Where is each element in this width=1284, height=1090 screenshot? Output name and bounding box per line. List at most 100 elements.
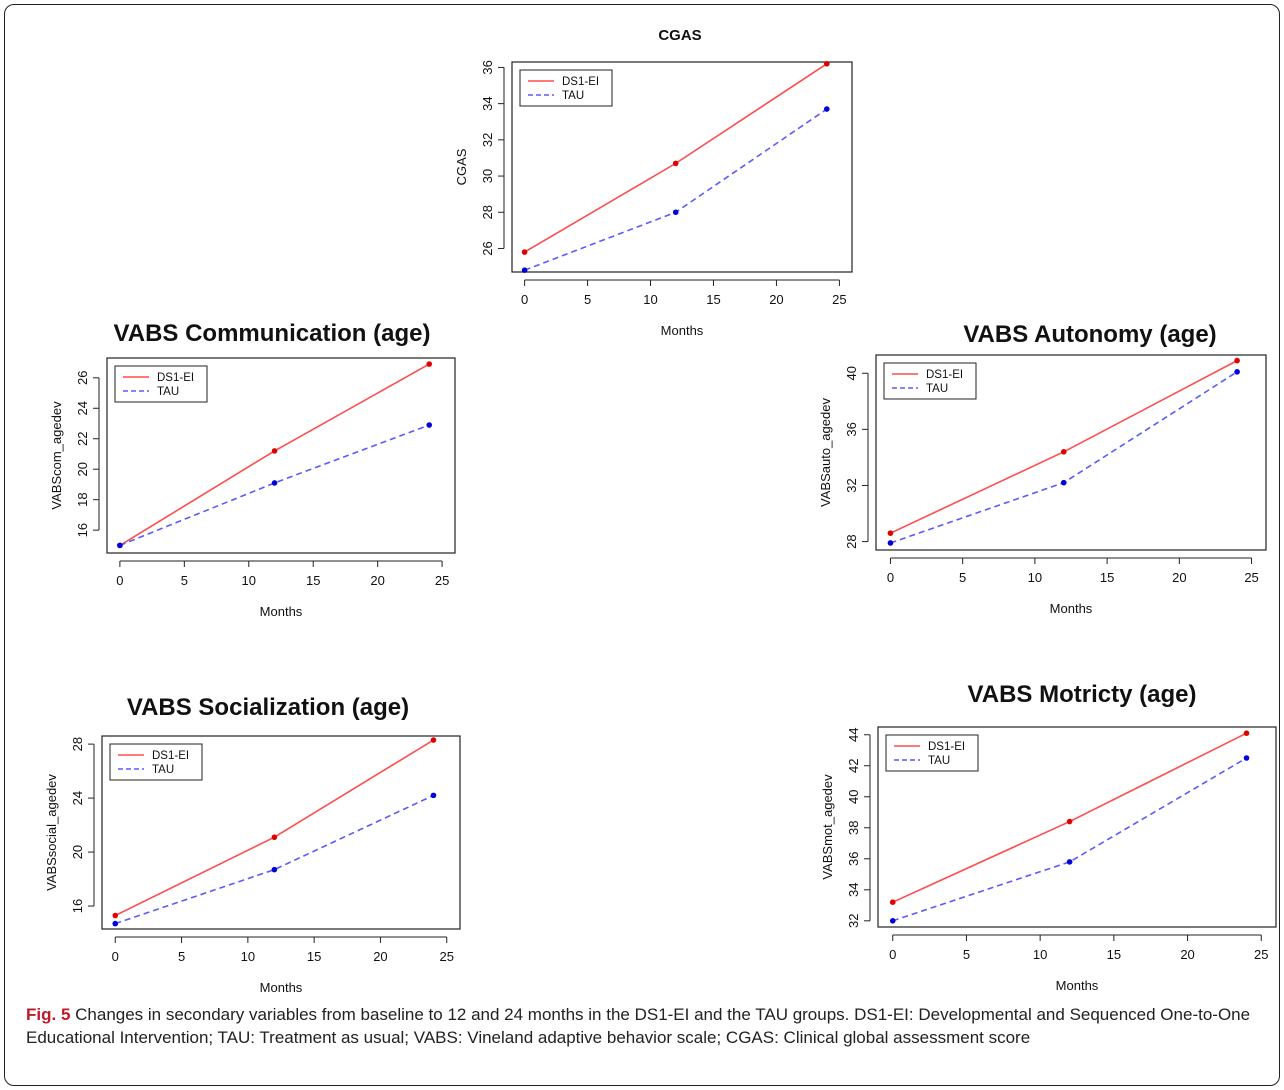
motricity-plot-frame	[877, 726, 1277, 928]
cgas-y-label: CGAS	[454, 148, 469, 185]
socialization-x-label: Months	[260, 980, 303, 995]
communication-plot-frame	[106, 357, 456, 554]
motricity-title: VABS Motricty (age)	[968, 681, 1197, 708]
cgas-point-ds1-ei	[521, 249, 528, 255]
autonomy-y-tick-label: 40	[844, 366, 859, 380]
socialization-y-tick-label: 20	[70, 845, 85, 859]
autonomy-y-tick-label: 32	[844, 478, 859, 492]
cgas-point-ds1-ei	[672, 160, 679, 167]
socialization-point-ds1-ei	[271, 834, 278, 841]
communication-x-tick-label: 5	[181, 573, 188, 588]
motricity-legend-label-ds1-ei: DS1-EI	[928, 741, 965, 753]
cgas-x-tick-label: 25	[832, 292, 846, 307]
motricity-point-ds1-ei	[889, 899, 896, 905]
figure-caption: Fig. 5 Changes in secondary variables fr…	[26, 1003, 1262, 1049]
communication-point-tau	[271, 480, 278, 486]
cgas-point-tau	[824, 106, 830, 112]
socialization-x-tick-label: 5	[178, 949, 185, 964]
communication-y-tick-label: 20	[75, 462, 90, 476]
autonomy-legend-box	[883, 362, 977, 400]
motricity-y-tick-label: 38	[846, 821, 861, 835]
cgas-y-tick-label: 34	[480, 96, 495, 110]
socialization-x-tick-label: 0	[112, 949, 119, 964]
cgas-x-tick-label: 0	[521, 292, 528, 307]
communication-x-tick-label: 10	[242, 573, 256, 588]
socialization-point-tau	[112, 920, 119, 927]
autonomy-point-ds1-ei	[887, 530, 894, 536]
socialization-legend-label-ds1-ei: DS1-EI	[152, 750, 189, 762]
motricity-x-tick-label: 25	[1254, 947, 1268, 962]
communication-y-tick-label: 16	[75, 523, 90, 537]
motricity-y-label: VABSmot_agedev	[820, 774, 835, 880]
communication-y-label: VABScom_agedev	[49, 401, 64, 510]
cgas-legend-label-tau: TAU	[562, 90, 584, 102]
cgas-point-tau	[521, 267, 528, 273]
autonomy-legend-label-ds1-ei: DS1-EI	[926, 369, 963, 381]
motricity-point-tau	[1243, 755, 1250, 761]
communication-point-ds1-ei	[271, 448, 278, 454]
motricity-x-tick-label: 5	[963, 947, 970, 962]
motricity-x-tick-label: 0	[889, 947, 896, 962]
communication-x-tick-label: 25	[435, 573, 449, 588]
socialization-y-tick-label: 28	[70, 737, 85, 751]
socialization-x-tick-label: 25	[440, 949, 454, 964]
motricity-legend-label-tau: TAU	[928, 755, 950, 767]
cgas-y-tick-label: 36	[480, 60, 495, 74]
figure-label: Fig. 5	[26, 1005, 71, 1024]
socialization-y-label: VABSsocial_agedev	[44, 774, 59, 891]
motricity-x-tick-label: 15	[1107, 947, 1121, 962]
communication-y-tick-label: 24	[75, 401, 90, 415]
communication-x-tick-label: 0	[116, 573, 123, 588]
cgas-plot-frame	[511, 61, 853, 273]
autonomy-point-tau	[1060, 479, 1067, 486]
cgas-legend-box	[519, 69, 613, 107]
communication-point-tau	[117, 542, 123, 549]
socialization-point-tau	[271, 866, 278, 873]
communication-point-ds1-ei	[426, 361, 433, 367]
autonomy-x-tick-label: 10	[1028, 570, 1042, 585]
socialization-point-ds1-ei	[112, 912, 119, 919]
motricity-point-tau	[1066, 859, 1073, 865]
autonomy-x-tick-label: 20	[1172, 570, 1186, 585]
autonomy-y-tick-label: 36	[844, 422, 859, 436]
autonomy-x-tick-label: 15	[1100, 570, 1114, 585]
socialization-x-tick-label: 20	[373, 949, 387, 964]
motricity-point-ds1-ei	[1243, 730, 1250, 737]
cgas-point-tau	[672, 209, 679, 216]
cgas-title: CGAS	[658, 27, 701, 44]
communication-legend-label-tau: TAU	[157, 386, 179, 398]
autonomy-point-tau	[1234, 369, 1240, 375]
motricity-y-tick-label: 42	[846, 759, 861, 773]
cgas-x-tick-label: 20	[769, 292, 783, 307]
communication-legend-label-ds1-ei: DS1-EI	[157, 372, 194, 384]
autonomy-x-tick-label: 5	[959, 570, 966, 585]
socialization-y-tick-label: 24	[70, 791, 85, 805]
cgas-y-tick-label: 32	[480, 133, 495, 147]
cgas-y-tick-label: 30	[480, 169, 495, 183]
caption-text: Changes in secondary variables from base…	[26, 1005, 1251, 1047]
autonomy-x-tick-label: 0	[887, 570, 894, 585]
motricity-y-tick-label: 44	[846, 728, 861, 742]
socialization-x-tick-label: 15	[307, 949, 321, 964]
autonomy-x-tick-label: 25	[1244, 570, 1258, 585]
motricity-y-tick-label: 40	[846, 790, 861, 804]
socialization-point-ds1-ei	[430, 737, 437, 743]
motricity-y-tick-label: 32	[846, 914, 861, 928]
cgas-point-ds1-ei	[824, 61, 830, 67]
socialization-y-tick-label: 16	[70, 899, 85, 913]
motricity-y-tick-label: 34	[846, 883, 861, 897]
motricity-x-label: Months	[1056, 978, 1099, 993]
autonomy-point-tau	[887, 540, 894, 546]
autonomy-point-ds1-ei	[1234, 357, 1240, 364]
motricity-point-ds1-ei	[1066, 818, 1073, 825]
socialization-title: VABS Socialization (age)	[127, 694, 409, 721]
communication-point-tau	[426, 422, 433, 428]
cgas-x-tick-label: 10	[643, 292, 657, 307]
socialization-plot-frame	[101, 735, 461, 930]
figure-frame	[4, 4, 1280, 1086]
motricity-legend-box	[885, 734, 979, 772]
cgas-y-tick-label: 26	[480, 241, 495, 255]
autonomy-point-ds1-ei	[1060, 448, 1067, 455]
socialization-line-tau	[115, 794, 434, 925]
